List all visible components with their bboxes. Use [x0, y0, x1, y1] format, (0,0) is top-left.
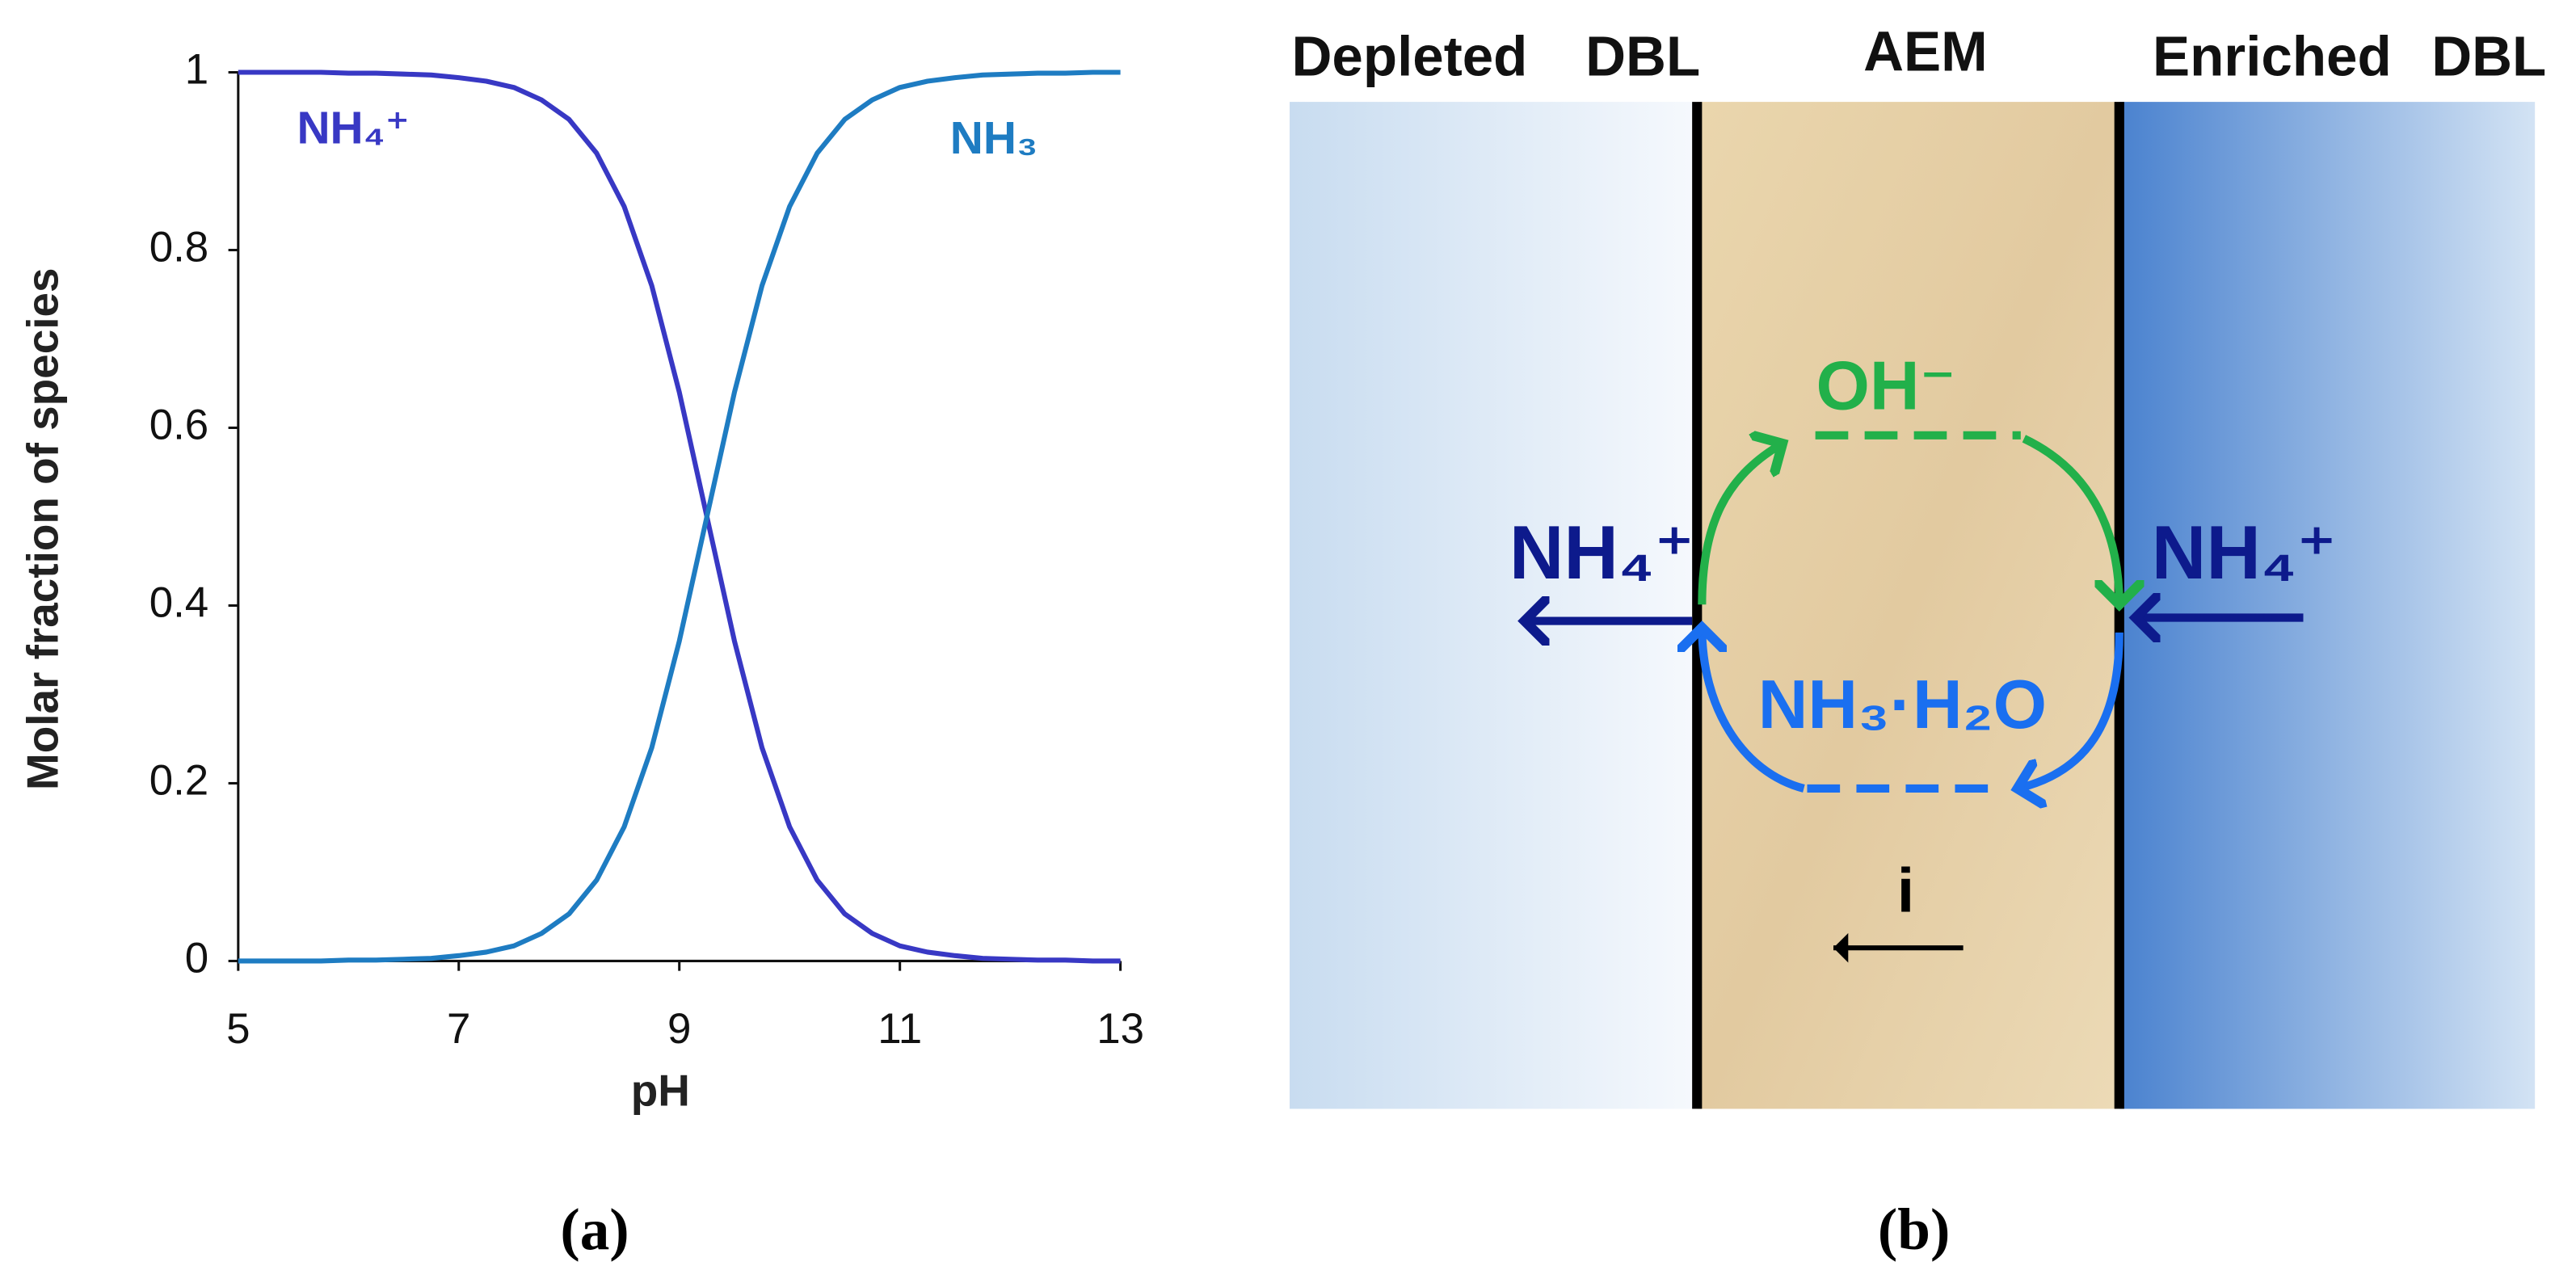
current-label: i	[1897, 856, 1914, 926]
y-axis-title: Molar fraction of species	[17, 267, 67, 789]
y-tick-label: 0.2	[149, 756, 208, 804]
header: AEM	[1863, 19, 1988, 82]
x-tick-label: 7	[447, 1005, 470, 1053]
arrow	[2022, 435, 2119, 604]
header: Enriched	[2153, 25, 2392, 88]
x-tick-label: 11	[878, 1005, 922, 1053]
header: Depleted	[1292, 25, 1528, 88]
series-label: NH₄⁺	[297, 103, 409, 154]
header: DBL	[1585, 25, 1700, 88]
arrow	[1702, 628, 1805, 793]
series-label: NH₃	[950, 112, 1038, 164]
panel-caption: (a)	[560, 1197, 629, 1262]
ammonium-label: NH₄⁺	[2152, 510, 2337, 595]
y-tick-label: 0.8	[149, 223, 208, 271]
x-tick-label: 5	[226, 1005, 250, 1053]
y-tick-label: 1	[185, 45, 208, 93]
x-tick-label: 9	[667, 1005, 691, 1053]
panel-caption: (b)	[1878, 1197, 1950, 1262]
depleted-layer	[1290, 102, 1698, 1109]
hydroxide-label: OH⁻	[1816, 348, 1956, 425]
ammonium-label: NH₄⁺	[1509, 510, 1694, 595]
ammonia-label: NH₃·H₂O	[1758, 667, 2047, 743]
x-tick-label: 13	[1096, 1005, 1144, 1053]
y-tick-label: 0.6	[149, 401, 208, 448]
header: DBL	[2431, 25, 2546, 88]
series-line	[238, 69, 1121, 964]
y-tick-label: 0.4	[149, 578, 208, 626]
arrow	[1698, 444, 1783, 605]
y-tick-label: 0	[185, 934, 208, 982]
series-line	[238, 69, 1121, 964]
x-axis-title: pH	[631, 1066, 690, 1116]
diagram: Depleted DBL AEM Enriched DBL OH⁻ NH₃·H₂…	[1290, 19, 2546, 1109]
plot-area: 0 0.2 0.4 0.6 0.8 1 5 7 9 11 13 NH₄⁺ NH₃	[149, 45, 1144, 1052]
arrow	[2018, 632, 2124, 789]
enriched-layer	[2119, 102, 2536, 1109]
membrane	[1697, 102, 2119, 1109]
